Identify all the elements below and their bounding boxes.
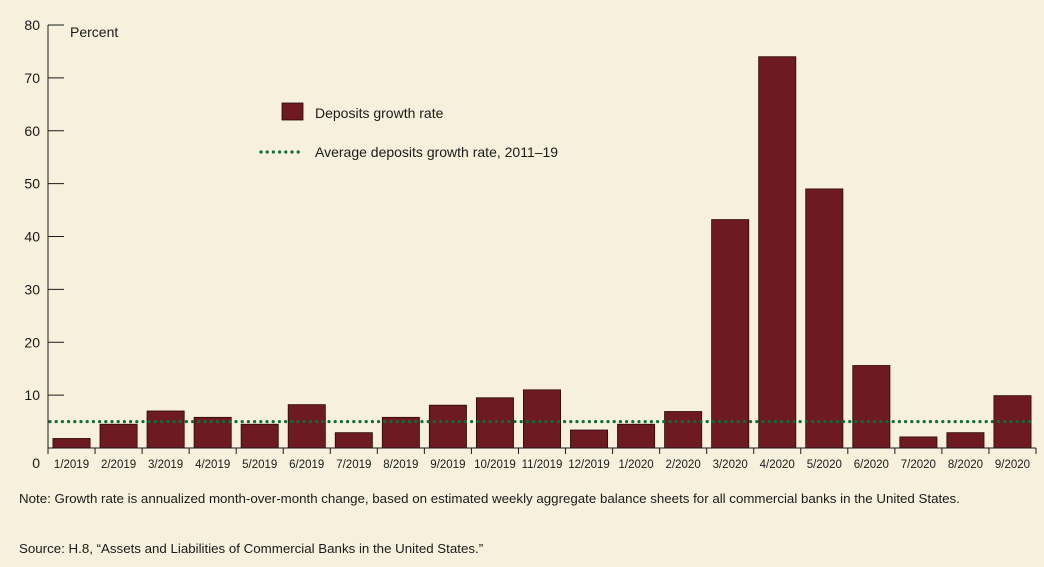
y-tick-label: 10	[24, 387, 40, 403]
x-tick-label: 7/2020	[901, 459, 936, 471]
x-tick-label: 4/2020	[760, 459, 795, 471]
x-tick-label: 6/2020	[854, 459, 889, 471]
bar	[52, 438, 91, 449]
bar	[287, 404, 326, 449]
y-tick-label: 80	[24, 17, 40, 33]
bar	[617, 423, 656, 449]
y-tick-label: 30	[24, 281, 40, 297]
x-tick-label: 8/2020	[948, 459, 983, 471]
bar-chart: 0 10 20 30 40 50 60 70 80 1/2019 2/2019 3/2019 4/20…	[24, 17, 1037, 471]
y-tick-label: 70	[24, 70, 40, 86]
x-tick-label: 10/2019	[474, 459, 516, 471]
bar	[334, 432, 373, 449]
y-tick-label: 0	[32, 455, 40, 471]
legend-bar-swatch	[281, 102, 304, 121]
bars-group	[52, 56, 1032, 449]
x-tick-label: 7/2019	[336, 459, 371, 471]
bar	[758, 56, 797, 449]
x-tick-label: 2/2019	[101, 459, 136, 471]
x-tick-label: 3/2019	[148, 459, 183, 471]
x-tick-label: 9/2019	[430, 459, 465, 471]
x-tick-label: 1/2019	[54, 459, 89, 471]
x-tick-label: 6/2019	[289, 459, 324, 471]
bar	[240, 423, 279, 449]
x-tick-label: 5/2019	[242, 459, 277, 471]
bar	[711, 219, 750, 449]
bar	[664, 411, 703, 449]
legend-bar-label: Deposits growth rate	[315, 105, 444, 121]
y-tick-label: 60	[24, 123, 40, 139]
x-tick-label: 4/2019	[195, 459, 230, 471]
y-tick-label: 20	[24, 334, 40, 350]
x-tick-label: 9/2020	[995, 459, 1030, 471]
chart-note: Note: Growth rate is annualized month-ov…	[19, 491, 960, 506]
legend-average-label: Average deposits growth rate, 2011–19	[315, 144, 558, 160]
x-tick-label: 3/2020	[713, 459, 748, 471]
y-unit-label: Percent	[70, 24, 118, 40]
x-tick-label: 12/2019	[568, 459, 610, 471]
y-axis: 0 10 20 30 40 50 60 70 80	[24, 17, 64, 471]
x-tick-label: 1/2020	[619, 459, 654, 471]
bar	[523, 389, 561, 449]
x-tick-label: 2/2020	[666, 459, 701, 471]
bar	[381, 416, 420, 449]
bar	[805, 188, 844, 449]
bar	[852, 365, 891, 449]
bar	[428, 404, 467, 449]
bar	[570, 429, 609, 449]
y-tick-label: 40	[24, 229, 40, 245]
bar	[99, 423, 138, 449]
y-tick-label: 50	[24, 176, 40, 192]
legend: Deposits growth rate Average deposits gro…	[259, 102, 558, 160]
x-tick-label: 8/2019	[383, 459, 418, 471]
bar	[146, 410, 185, 449]
x-tick-label: 5/2020	[807, 459, 842, 471]
bar	[899, 436, 938, 449]
bar	[946, 432, 985, 449]
x-tick-label: 11/2019	[522, 459, 563, 471]
bar	[193, 416, 232, 449]
chart-source: Source: H.8, “Assets and Liabilities of …	[19, 541, 484, 556]
x-axis: 1/2019 2/2019 3/2019 4/2019 5/2019 6/2019 7/20…	[47, 447, 1037, 471]
